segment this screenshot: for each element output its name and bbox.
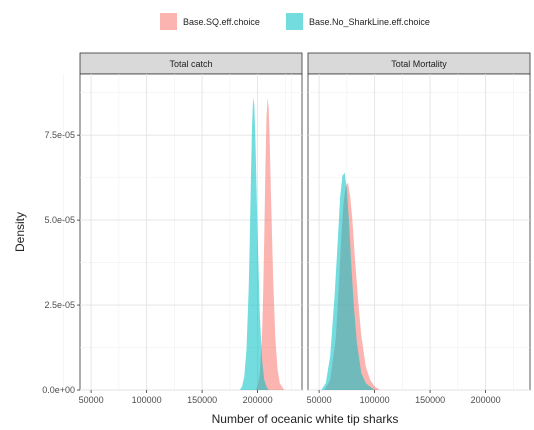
density-base-no-sharkline-eff-choice-total-catch	[239, 97, 269, 390]
x-tick-label: 150000	[187, 395, 217, 405]
densities-total-mortality	[321, 172, 381, 390]
gridlines-total-mortality	[291, 74, 530, 391]
strip-title-total-catch: Total catch	[169, 59, 212, 69]
density-base-no-sharkline-eff-choice-total-mortality	[321, 172, 375, 390]
x-ticks-total-catch: 50000 100000 150000 200000	[79, 390, 273, 405]
gridlines-total-catch	[63, 74, 302, 391]
legend-label-no-sharkline: Base.No_SharkLine.eff.choice	[309, 17, 430, 27]
x-tick-label: 200000	[471, 395, 501, 405]
legend-key-no-sharkline	[286, 13, 303, 30]
panel-total-catch: Total catch 50000 100000 150000 200000	[63, 52, 303, 405]
x-tick-label: 50000	[307, 395, 332, 405]
x-axis-title: Number of oceanic white tip sharks	[212, 412, 399, 426]
y-tick-label: 7.5e-05	[44, 130, 75, 140]
y-tick-label: 2.5e-05	[44, 300, 75, 310]
y-tick-label: 0.0e+00	[42, 385, 75, 395]
x-tick-label: 150000	[415, 395, 445, 405]
strip-title-total-mortality: Total Mortality	[391, 59, 447, 69]
x-tick-label: 100000	[132, 395, 162, 405]
x-tick-label: 200000	[243, 395, 273, 405]
legend-label-sq: Base.SQ.eff.choice	[183, 17, 260, 27]
y-axis-title: Density	[13, 212, 27, 252]
panel-total-mortality: Total Mortality 50000 100000 150000 200000	[291, 52, 531, 405]
x-tick-label: 50000	[79, 395, 104, 405]
x-ticks-total-mortality: 50000 100000 150000 200000	[307, 390, 501, 405]
density-base-sq-eff-choice-total-catch	[255, 97, 285, 390]
y-tick-label: 5.0e-05	[44, 215, 75, 225]
legend-key-sq	[160, 13, 177, 30]
densities-total-catch	[239, 97, 285, 390]
legend: Base.SQ.eff.choice Base.No_SharkLine.eff…	[160, 13, 430, 30]
x-tick-label: 100000	[360, 395, 390, 405]
y-axis: 0.0e+00 2.5e-05 5.0e-05 7.5e-05	[42, 130, 80, 395]
